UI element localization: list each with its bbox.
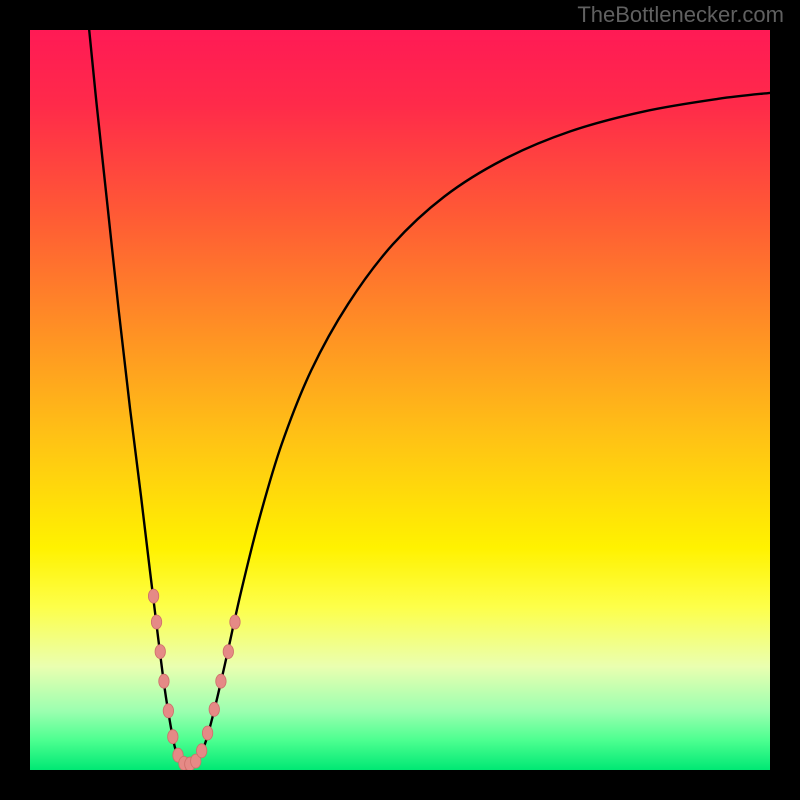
data-marker [196, 744, 206, 758]
gradient-background [30, 30, 770, 770]
data-marker [163, 704, 173, 718]
data-marker [159, 674, 169, 688]
chart-outer: TheBottlenecker.com [0, 0, 800, 800]
data-marker [168, 730, 178, 744]
data-marker [230, 615, 240, 629]
data-marker [209, 702, 219, 716]
watermark-text: TheBottlenecker.com [577, 2, 784, 28]
data-marker [148, 589, 158, 603]
plot-svg [30, 30, 770, 770]
data-marker [216, 674, 226, 688]
data-marker [155, 645, 165, 659]
plot-area [30, 30, 770, 770]
data-marker [202, 726, 212, 740]
data-marker [223, 645, 233, 659]
data-marker [151, 615, 161, 629]
